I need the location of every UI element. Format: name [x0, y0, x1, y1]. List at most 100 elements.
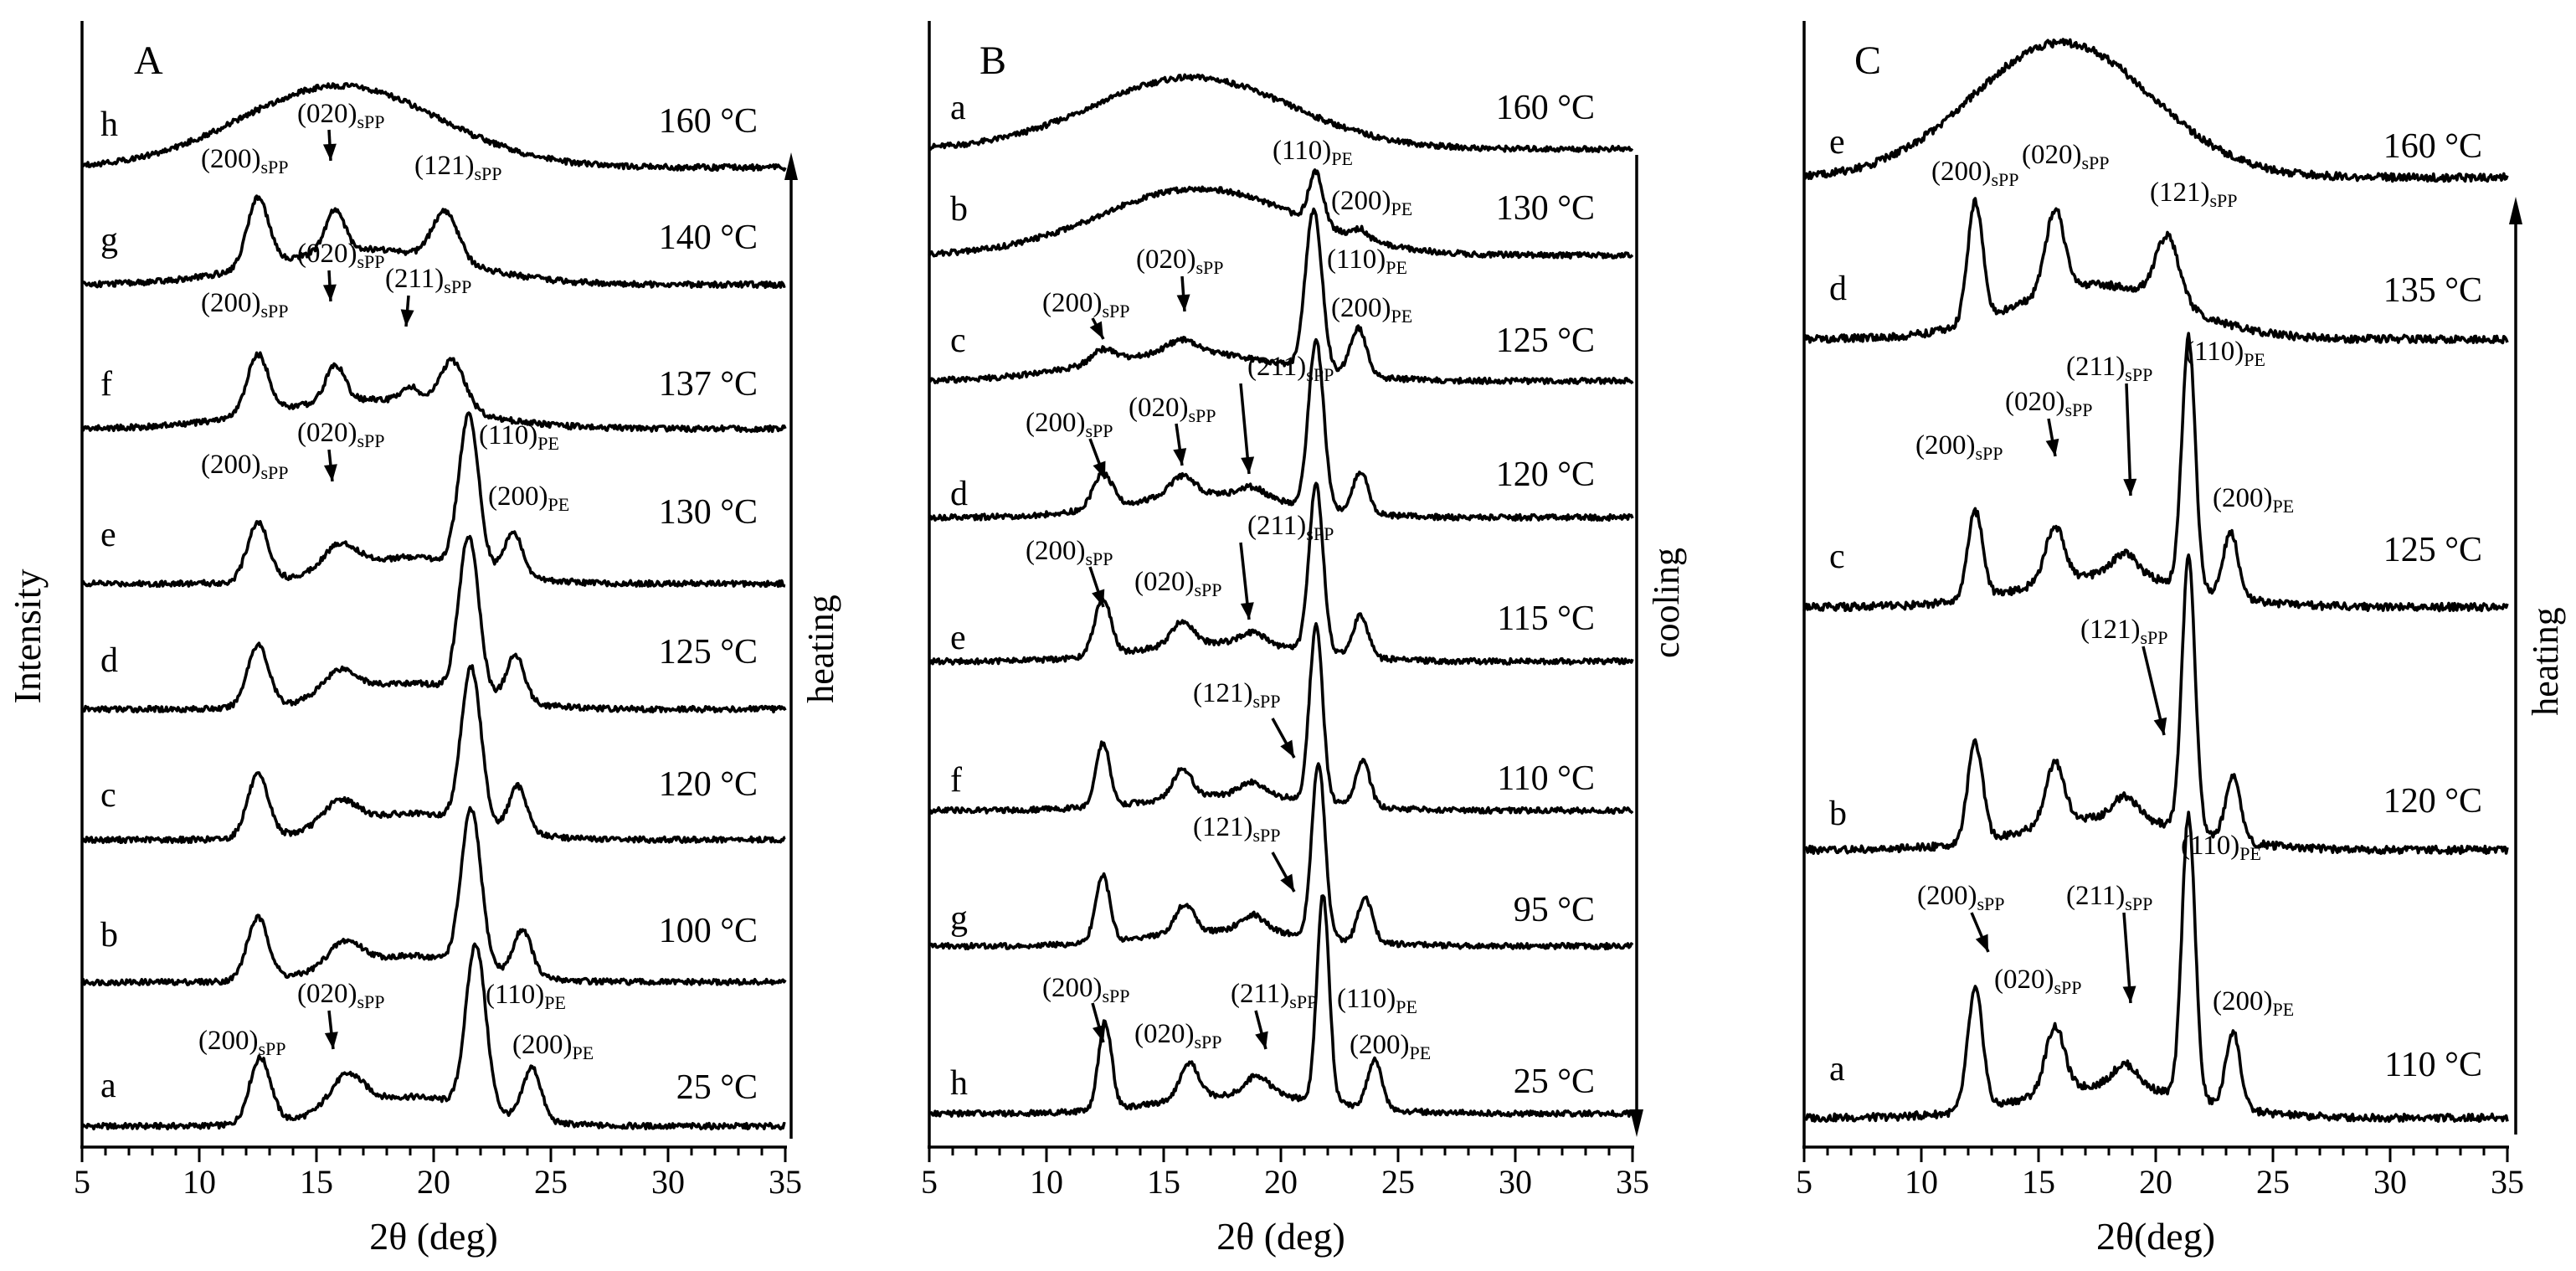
peak-label: (110)PE	[1337, 984, 1417, 1017]
x-tick-label: 20	[2139, 1163, 2172, 1201]
peak-label: (200)PE	[2213, 483, 2294, 517]
peak-label: (200)sPP	[201, 450, 289, 483]
x-tick-label: 20	[1264, 1163, 1298, 1201]
cooling-arrowhead	[1630, 1109, 1643, 1137]
x-tick-label: 10	[183, 1163, 216, 1201]
peak-label: (020)sPP	[297, 239, 385, 272]
peak-label: (200)sPP	[1026, 536, 1113, 569]
series-letter-h: h	[100, 105, 118, 144]
series-b-curve	[928, 168, 1634, 260]
x-tick-label: 5	[74, 1163, 90, 1201]
peak-label: (200)PE	[1350, 1030, 1431, 1063]
x-tick-label: 10	[1030, 1163, 1063, 1201]
x-tick-label: 35	[1616, 1163, 1649, 1201]
series-letter-f: f	[950, 761, 962, 800]
peak-label: (121)sPP	[414, 151, 502, 184]
temperature-label: 120 °C	[2383, 782, 2482, 821]
series-e-curve	[1803, 38, 2509, 183]
y-axis-title: Intensity	[6, 569, 49, 704]
peak-label: (020)sPP	[2022, 140, 2110, 173]
annotation-arrow	[400, 295, 414, 327]
series-c-curve	[1802, 332, 2509, 613]
series-letter-c: c	[1829, 538, 1845, 576]
panel-B: 5 10 15 20 25 30 35 2θ (deg) Ba 160 °C b 130 °C c 125…	[921, 21, 1687, 1258]
temperature-label: 135 °C	[2383, 271, 2482, 310]
peak-label: (200)sPP	[198, 1026, 286, 1059]
temperature-label: 160 °C	[659, 102, 758, 141]
annotation-arrow	[2123, 383, 2137, 497]
peak-label: (020)sPP	[1994, 965, 2082, 998]
peak-label: (200)sPP	[201, 144, 289, 178]
annotation-arrow	[1271, 718, 1296, 759]
series-letter-c: c	[950, 322, 966, 360]
process-label-cooling: cooling	[1646, 548, 1687, 658]
series-e-curve	[928, 481, 1634, 666]
annotation-arrow	[324, 1010, 338, 1050]
peak-label: (121)sPP	[1193, 678, 1281, 712]
peak-label: (211)sPP	[385, 264, 471, 297]
peak-label: (121)sPP	[1193, 812, 1281, 846]
temperature-label: 140 °C	[659, 219, 758, 257]
temperature-label: 115 °C	[1497, 599, 1595, 638]
panel-letter: A	[134, 39, 163, 83]
annotation-arrow	[1089, 317, 1105, 340]
peak-label: (211)sPP	[1231, 979, 1317, 1012]
temperature-label: 137 °C	[659, 365, 758, 404]
temperature-label: 130 °C	[659, 493, 758, 532]
x-tick-label: 10	[1905, 1163, 1938, 1201]
x-tick-label: 25	[1381, 1163, 1415, 1201]
peak-label: (110)PE	[1327, 244, 1407, 278]
peak-annotations: (200)sPP(020)sPP(121)sPP(020)sPP(200)sPP…	[198, 99, 2294, 1063]
temperature-label: 120 °C	[1496, 455, 1595, 494]
temperature-label: 160 °C	[2383, 127, 2482, 166]
x-tick-label: 30	[2373, 1163, 2407, 1201]
series-a-curve	[80, 942, 786, 1131]
annotation-arrow	[1088, 438, 1107, 480]
annotation-arrow	[1239, 542, 1254, 620]
annotation-arrow	[323, 449, 337, 482]
annotation-arrow	[2045, 418, 2059, 457]
x-tick-label: 15	[1147, 1163, 1180, 1201]
peak-label: (200)PE	[488, 481, 569, 515]
series-d-curve	[1802, 197, 2509, 345]
peak-label: (121)sPP	[2150, 178, 2238, 211]
heating-arrowhead	[2509, 197, 2522, 224]
temperature-label: 125 °C	[1496, 322, 1595, 360]
peak-label: (110)PE	[1273, 136, 1353, 169]
peak-label: (020)sPP	[297, 418, 385, 451]
temperature-label: 125 °C	[659, 633, 758, 672]
series-f-curve	[80, 351, 787, 434]
series-letter-b: b	[100, 916, 118, 955]
peak-label: (110)PE	[479, 420, 559, 454]
series-letter-e: e	[1829, 123, 1845, 162]
annotation-arrow	[1239, 383, 1255, 475]
annotation-arrow	[2142, 646, 2167, 736]
peak-label: (200)sPP	[1931, 157, 2019, 190]
temperature-label: 110 °C	[1497, 759, 1595, 798]
peak-label: (200)sPP	[1915, 430, 2003, 464]
panel-A: 5 10 15 20 25 30 35 2θ (deg) Aa 25 °C b 100 °C c 120 …	[74, 21, 841, 1258]
peak-label: (200)PE	[2213, 986, 2294, 1020]
peak-label: (020)sPP	[1136, 244, 1224, 278]
x-tick-label: 15	[300, 1163, 333, 1201]
x-tick-label: 25	[534, 1163, 568, 1201]
x-tick-label: 30	[1499, 1163, 1532, 1201]
panel-letter: C	[1854, 39, 1881, 83]
peak-label: (200)sPP	[1917, 881, 2005, 914]
series-g-curve	[928, 762, 1634, 951]
temperature-label: 25 °C	[676, 1068, 758, 1107]
series-a-curve	[1802, 810, 2509, 1124]
temperature-label: 120 °C	[659, 765, 758, 804]
peak-label: (110)PE	[2185, 337, 2265, 370]
x-tick-label: 15	[2022, 1163, 2055, 1201]
process-label-heating: heating	[2525, 607, 2566, 716]
series-letter-a: a	[100, 1067, 116, 1105]
peak-label: (200)sPP	[1042, 973, 1130, 1006]
temperature-label: 100 °C	[659, 912, 758, 950]
peak-label: (121)sPP	[2080, 615, 2168, 648]
annotation-arrow	[1173, 423, 1187, 466]
peak-label: (020)sPP	[297, 99, 385, 132]
series-letter-e: e	[100, 516, 116, 554]
peak-label: (020)sPP	[2005, 387, 2093, 420]
